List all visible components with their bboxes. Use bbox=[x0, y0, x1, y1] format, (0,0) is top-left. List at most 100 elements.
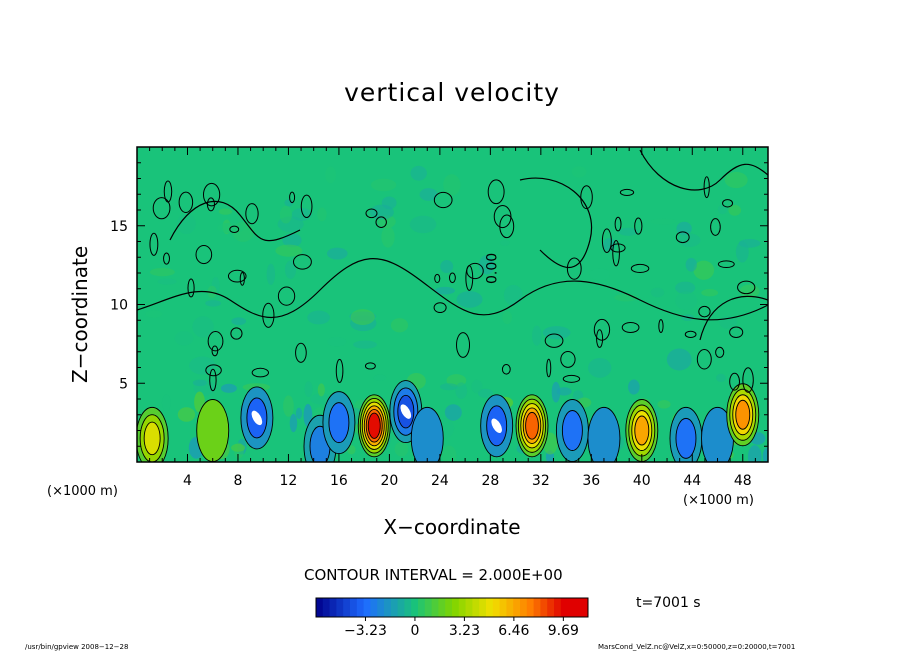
contour-loop bbox=[580, 185, 593, 210]
colorbar-segment bbox=[404, 598, 412, 617]
turbulence-cell bbox=[205, 300, 222, 307]
boundary-cell bbox=[762, 447, 768, 462]
turbulence-cell bbox=[685, 257, 697, 272]
velocity-core bbox=[735, 399, 751, 430]
colorbar-segment bbox=[336, 598, 344, 617]
turbulence-cell bbox=[373, 374, 387, 381]
contour-loop bbox=[722, 199, 734, 208]
contour-loop bbox=[364, 362, 376, 370]
turbulence-cell bbox=[735, 241, 749, 263]
contour-loop bbox=[596, 329, 604, 348]
boundary-cell bbox=[556, 387, 572, 396]
colorbar-segment bbox=[424, 598, 433, 617]
turbulence-cell bbox=[542, 326, 571, 340]
contour-loop bbox=[230, 327, 243, 340]
turbulence-cell bbox=[282, 233, 302, 248]
colorbar-tick-label: −3.23 bbox=[344, 623, 387, 639]
velocity-features bbox=[137, 165, 768, 462]
colorbar-segment bbox=[418, 598, 426, 617]
x-tick-label: 20 bbox=[380, 473, 398, 489]
turbulence-cell bbox=[207, 285, 217, 299]
contour-loop bbox=[717, 260, 735, 268]
x-tick-label: 44 bbox=[683, 473, 701, 489]
x-tick-label: 28 bbox=[481, 473, 499, 489]
contour-loop bbox=[560, 350, 576, 368]
contour-loop bbox=[207, 331, 224, 352]
velocity-core bbox=[410, 406, 444, 462]
colorbar-segment bbox=[431, 598, 439, 617]
contour-loop bbox=[601, 228, 612, 254]
contour-loop bbox=[149, 232, 159, 256]
contour-loop bbox=[742, 367, 754, 393]
x-tick-label: 32 bbox=[532, 473, 550, 489]
contour-loop bbox=[434, 273, 441, 284]
boundary-cell bbox=[231, 443, 246, 452]
turbulence-cell bbox=[677, 233, 701, 247]
colorbar-segment bbox=[479, 598, 487, 617]
velocity-core bbox=[634, 415, 650, 446]
contour-loop bbox=[621, 322, 640, 333]
velocity-core bbox=[367, 412, 381, 439]
boundary-cell bbox=[295, 407, 303, 420]
colorbar-segment bbox=[452, 598, 460, 617]
turbulence-cell bbox=[717, 204, 728, 215]
colorbar-segment bbox=[370, 598, 378, 617]
contour-loop bbox=[163, 252, 170, 265]
turbulence-cell bbox=[477, 388, 494, 399]
turbulence-cell bbox=[284, 199, 294, 207]
contour-line bbox=[169, 200, 301, 242]
contour-loop bbox=[262, 302, 275, 328]
chart-title: vertical velocity bbox=[344, 78, 560, 107]
colorbar-segment bbox=[499, 598, 507, 617]
colorbar-segment bbox=[316, 598, 324, 617]
contour-value-label: 0.00 bbox=[485, 253, 501, 284]
contour-loop bbox=[209, 368, 217, 392]
contour-loop bbox=[292, 254, 312, 270]
x-tick-label: 16 bbox=[330, 473, 348, 489]
y-axis-label: Z−coordinate bbox=[68, 245, 92, 383]
contour-loop bbox=[202, 182, 221, 207]
boundary-cell bbox=[551, 381, 561, 403]
boundary-cell bbox=[394, 441, 409, 457]
contour-loop bbox=[696, 349, 712, 370]
contour-loop bbox=[152, 197, 171, 220]
turbulence-cell bbox=[266, 263, 276, 286]
turbulence-cell bbox=[217, 222, 245, 234]
contour-loop bbox=[612, 240, 620, 267]
time-label: t=7001 s bbox=[636, 595, 701, 611]
turbulence-cell bbox=[589, 268, 610, 281]
x-tick-label: 12 bbox=[280, 473, 298, 489]
contour-loop bbox=[335, 358, 344, 383]
contour-loop bbox=[546, 358, 552, 378]
colorbar-segment bbox=[520, 598, 528, 617]
colorbar-segment bbox=[465, 598, 473, 617]
velocity-core bbox=[675, 417, 697, 459]
turbulence-cell bbox=[145, 310, 163, 318]
boundary-cell bbox=[161, 394, 171, 412]
colorbar-frame bbox=[315, 597, 589, 618]
turbulence-cell bbox=[693, 260, 715, 280]
contour-loop bbox=[300, 194, 313, 219]
turbulence-cell bbox=[350, 309, 375, 325]
turbulence-cell bbox=[149, 267, 175, 277]
contour-loop bbox=[729, 326, 744, 338]
contour-loop bbox=[684, 330, 697, 338]
turbulence-cell bbox=[327, 336, 347, 347]
contour-interval-text: CONTOUR INTERVAL = 2.000E+00 bbox=[304, 566, 563, 584]
y-tick-label: 5 bbox=[119, 376, 128, 392]
colorbar-segment bbox=[560, 598, 569, 617]
contour-loop bbox=[295, 342, 307, 363]
turbulence-cell bbox=[279, 205, 292, 224]
turbulence-cell bbox=[675, 281, 696, 295]
turbulence-cell bbox=[456, 291, 483, 308]
contour-loop bbox=[715, 346, 725, 358]
contour-loop bbox=[499, 214, 515, 239]
colorbar-segment bbox=[411, 598, 419, 617]
turbulence-cell bbox=[174, 331, 194, 346]
x-tick-label: 36 bbox=[582, 473, 600, 489]
contour-loop bbox=[456, 332, 471, 358]
velocity-core-extreme bbox=[400, 404, 412, 419]
turbulence-cell bbox=[231, 317, 247, 326]
